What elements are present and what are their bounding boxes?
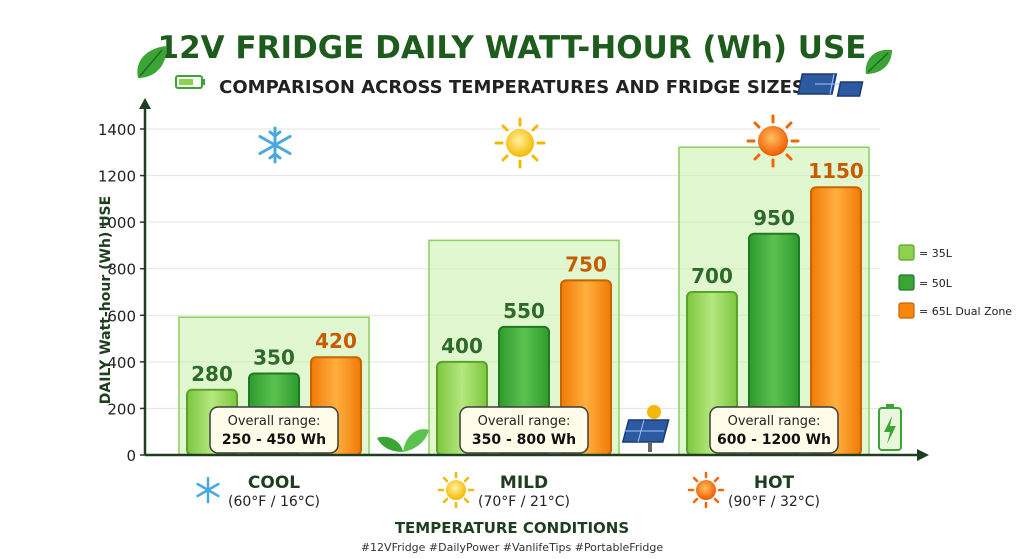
y-tick-label: 1000 <box>98 214 136 232</box>
plant-icon <box>377 429 429 452</box>
x-category-label: MILD <box>500 473 548 493</box>
x-category-label: COOL <box>248 473 300 493</box>
x-category-label: HOT <box>754 473 795 493</box>
data-label: 280 <box>191 362 233 386</box>
chart-subtitle: COMPARISON ACROSS TEMPERATURES AND FRIDG… <box>219 77 805 98</box>
range-label: Overall range: <box>228 414 321 429</box>
legend-swatch <box>898 244 915 261</box>
range-callout <box>709 406 839 454</box>
hot-sun-icon <box>687 471 725 509</box>
legend-label: = 65L Dual Zone <box>919 305 1012 318</box>
leaf-icon <box>137 46 167 78</box>
leaf-icon <box>865 49 892 74</box>
range-callout <box>459 406 589 454</box>
data-label: 400 <box>441 334 483 358</box>
range-value: 600 - 1200 Wh <box>717 432 831 448</box>
solar-panel-icon <box>797 73 864 97</box>
range-label: Overall range: <box>728 414 821 429</box>
x-category-temp: (60°F / 16°C) <box>228 494 320 510</box>
solar-panel-icon <box>621 405 670 452</box>
y-tick-label: 600 <box>107 307 136 325</box>
snowflake-icon <box>196 476 220 504</box>
range-labels: Overall range: 250 - 450 Wh Overall range:… <box>209 406 839 454</box>
data-labels: 280 350 420 400 550 750 700 950 1150 <box>191 159 864 386</box>
range-callout <box>209 406 339 454</box>
data-label: 550 <box>503 299 545 323</box>
y-tick-label: 1400 <box>98 121 136 139</box>
y-tick-label: 1200 <box>98 168 136 186</box>
data-label: 700 <box>691 264 733 288</box>
y-tick-label: 200 <box>107 400 136 418</box>
hashtags: #12VFridge #DailyPower #VanlifeTips #Por… <box>361 541 664 554</box>
legend-label: = 50L <box>919 277 953 290</box>
data-label: 350 <box>253 346 295 370</box>
range-value: 350 - 800 Wh <box>472 432 576 448</box>
legend-swatch <box>898 274 915 291</box>
y-axis-label: DAILY Watt-hour (Wh) USE <box>98 196 114 404</box>
y-tick-label: 0 <box>126 447 136 465</box>
y-tick-label: 400 <box>107 354 136 372</box>
snowflake-icon <box>258 126 292 164</box>
legend-swatch <box>898 302 915 319</box>
range-value: 250 - 450 Wh <box>222 432 326 448</box>
data-label: 1150 <box>808 159 864 183</box>
y-tick-label: 800 <box>107 261 136 279</box>
legend-label: = 35L <box>919 247 953 260</box>
x-category-temp: (70°F / 21°C) <box>478 494 570 510</box>
sun-icon <box>494 117 546 169</box>
legend: = 35L = 50L = 65L Dual Zone <box>898 244 1012 319</box>
x-categories: COOL(60°F / 16°C) MILD(70°F / 21°C) HOT(90… <box>228 473 820 510</box>
x-category-temp: (90°F / 32°C) <box>728 494 820 510</box>
data-label: 750 <box>565 252 607 276</box>
sun-icon <box>437 471 475 509</box>
hot-sun-icon <box>746 114 800 168</box>
battery-icon <box>175 75 205 89</box>
x-axis-arrow <box>917 449 929 461</box>
data-label: 950 <box>753 206 795 230</box>
x-axis-label: TEMPERATURE CONDITIONS <box>395 519 629 537</box>
data-label: 420 <box>315 329 357 353</box>
chart-title: 12V FRIDGE DAILY WATT-HOUR (Wh) USE <box>158 30 867 66</box>
range-label: Overall range: <box>478 414 571 429</box>
y-axis-arrow <box>139 98 151 109</box>
battery-icon <box>878 404 902 451</box>
axes: 0 200 400 600 800 1000 1200 1400 <box>98 98 929 465</box>
